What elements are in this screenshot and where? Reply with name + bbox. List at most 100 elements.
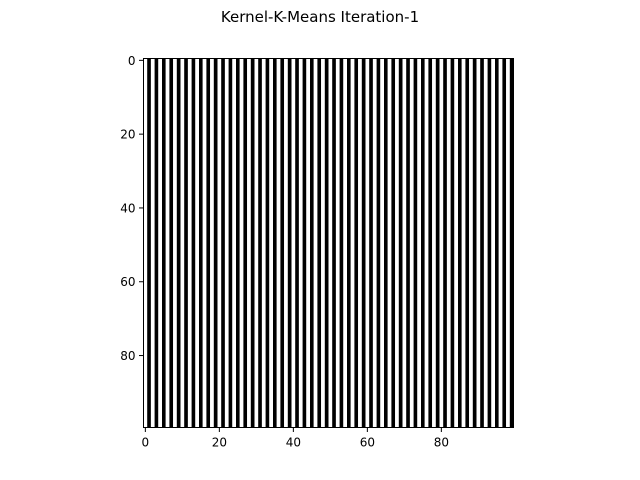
heatmap-column-86 (461, 58, 466, 428)
heatmap-column-90 (476, 58, 481, 428)
heatmap-column-69 (398, 58, 403, 428)
heatmap-column-10 (180, 58, 185, 428)
heatmap-column-52 (335, 58, 340, 428)
heatmap-column-34 (269, 58, 274, 428)
heatmap-column-71 (406, 58, 410, 428)
heatmap-column-75 (421, 58, 425, 428)
heatmap-column-5 (162, 58, 166, 428)
x-tick-label: 60 (360, 436, 375, 450)
heatmap-column-93 (487, 58, 492, 428)
heatmap-column-97 (502, 58, 507, 428)
heatmap-column-55 (347, 58, 351, 428)
heatmap-column-42 (298, 58, 303, 428)
heatmap-column-49 (324, 58, 329, 428)
heatmap-column-38 (284, 58, 288, 428)
y-tick-label: 0 (128, 54, 136, 68)
heatmap-column-50 (328, 58, 333, 428)
heatmap-column-18 (210, 58, 214, 428)
heatmap-column-11 (184, 58, 188, 428)
y-axis: 0 20 40 60 80 (120, 54, 144, 363)
heatmap-image (143, 58, 514, 428)
heatmap-column-48 (321, 58, 325, 428)
heatmap-column-46 (313, 58, 318, 428)
heatmap-column-82 (446, 58, 451, 428)
heatmap-column-20 (217, 58, 222, 428)
heatmap-column-94 (491, 58, 496, 428)
heatmap-column-96 (498, 58, 503, 428)
x-tick-label: 40 (286, 436, 301, 450)
heatmap-column-98 (506, 58, 510, 428)
heatmap-column-89 (472, 58, 477, 428)
heatmap-column-77 (428, 58, 433, 428)
heatmap-column-12 (187, 58, 192, 428)
heatmap-column-22 (224, 58, 229, 428)
heatmap-column-51 (332, 58, 336, 428)
heatmap-column-21 (221, 58, 225, 428)
heatmap-column-60 (365, 58, 370, 428)
heatmap-column-4 (158, 58, 163, 428)
heatmap-column-57 (354, 58, 359, 428)
heatmap-column-40 (291, 58, 296, 428)
heatmap-column-41 (295, 58, 299, 428)
heatmap-column-24 (232, 58, 237, 428)
heatmap-column-73 (413, 58, 418, 428)
heatmap-column-54 (343, 58, 348, 428)
heatmap-column-91 (480, 58, 484, 428)
y-tick-label: 40 (120, 201, 135, 215)
heatmap-column-79 (435, 58, 440, 428)
axes-frame (143, 58, 514, 428)
heatmap-column-29 (250, 58, 255, 428)
heatmap-column-68 (395, 58, 399, 428)
heatmap-column-13 (191, 58, 196, 428)
y-tick-label: 80 (120, 349, 135, 363)
heatmap-column-16 (202, 58, 207, 428)
heatmap-column-61 (369, 58, 373, 428)
heatmap-column-74 (417, 58, 422, 428)
y-tick-label: 60 (120, 275, 135, 289)
x-tick-label: 20 (212, 436, 227, 450)
heatmap-column-31 (258, 58, 262, 428)
heatmap-column-84 (454, 58, 459, 428)
heatmap-column-0 (143, 58, 148, 428)
heatmap-column-23 (228, 58, 233, 428)
heatmap-column-76 (424, 58, 429, 428)
heatmap-column-27 (243, 58, 248, 428)
heatmap-column-6 (165, 58, 170, 428)
heatmap-column-19 (213, 58, 218, 428)
heatmap-column-17 (206, 58, 211, 428)
heatmap-column-14 (195, 58, 200, 428)
heatmap-column-30 (254, 58, 259, 428)
heatmap-column-33 (265, 58, 270, 428)
heatmap-column-81 (443, 58, 447, 428)
heatmap-column-87 (465, 58, 470, 428)
heatmap-column-72 (409, 58, 414, 428)
heatmap-column-92 (483, 58, 488, 428)
heatmap-column-64 (380, 58, 385, 428)
heatmap-column-43 (302, 58, 307, 428)
heatmap-column-36 (276, 58, 281, 428)
heatmap-column-62 (372, 58, 377, 428)
heatmap-column-37 (280, 58, 285, 428)
heatmap-column-85 (458, 58, 462, 428)
chart-title: Kernel-K-Means Iteration-1 (221, 8, 419, 26)
heatmap-column-78 (432, 58, 436, 428)
heatmap-column-67 (391, 58, 396, 428)
x-tick-label: 0 (142, 436, 150, 450)
heatmap-column-59 (361, 58, 366, 428)
heatmap-column-2 (150, 58, 155, 428)
heatmap-column-65 (384, 58, 388, 428)
x-tick-label: 80 (434, 436, 449, 450)
heatmap-column-7 (169, 58, 174, 428)
heatmap-column-58 (358, 58, 362, 428)
heatmap-column-35 (273, 58, 277, 428)
heatmap-column-32 (261, 58, 266, 428)
heatmap-column-9 (176, 58, 181, 428)
heatmap-column-53 (339, 58, 344, 428)
heatmap-column-63 (376, 58, 381, 428)
heatmap-column-45 (310, 58, 314, 428)
heatmap-column-70 (402, 58, 407, 428)
heatmap-column-44 (306, 58, 311, 428)
heatmap-column-3 (154, 58, 159, 428)
heatmap-column-88 (469, 58, 473, 428)
